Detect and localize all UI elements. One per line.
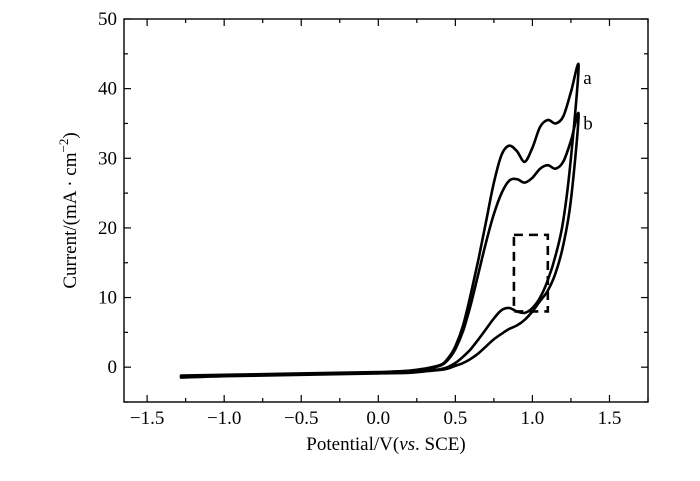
- x-axis-title-part1: Potential/V(: [306, 434, 399, 455]
- y-tick-label: 0: [108, 357, 118, 378]
- x-axis-title-part3: . SCE): [415, 434, 466, 455]
- curve-labels: ab: [583, 68, 593, 134]
- y-axis-title-superscript: −2: [56, 139, 71, 153]
- y-axis-title: Current/(mA · cm−2): [56, 132, 81, 288]
- y-tick-label: 20: [98, 218, 117, 239]
- x-tick-label: 0.5: [443, 408, 467, 429]
- y-tick-label: 40: [98, 79, 117, 100]
- x-tick-label: 0.0: [366, 408, 390, 429]
- y-axis-title-part1: Current/(mA · cm: [60, 152, 81, 288]
- x-tick-label: 1.0: [521, 408, 545, 429]
- y-tick-label: 30: [98, 148, 117, 169]
- series-line-a: [179, 62, 580, 378]
- curve-label-a: a: [583, 68, 592, 89]
- x-axis-title-vs: vs: [399, 434, 415, 455]
- series-line-b: [179, 111, 580, 379]
- x-tick-label: −1.5: [130, 408, 164, 429]
- y-axis-title-part3: ): [60, 132, 81, 138]
- y-axis-ticks: 0 10 20 30 40 50: [98, 9, 648, 403]
- plot-frame: [123, 18, 649, 403]
- y-tick-label: 10: [98, 288, 117, 309]
- x-axis-title: Potential/V(vs. SCE): [306, 434, 465, 455]
- y-tick-label: 50: [98, 9, 117, 30]
- curve-label-b: b: [583, 113, 593, 134]
- series-layer: [179, 62, 580, 379]
- x-tick-label: −0.5: [284, 408, 318, 429]
- x-axis-ticks: −1.5 −1.0 −0.5 0.0 0.5 1.0 1.5: [130, 19, 649, 429]
- annotation-dashed-box: [512, 233, 550, 313]
- x-tick-label: −1.0: [207, 408, 241, 429]
- x-tick-label: 1.5: [598, 408, 622, 429]
